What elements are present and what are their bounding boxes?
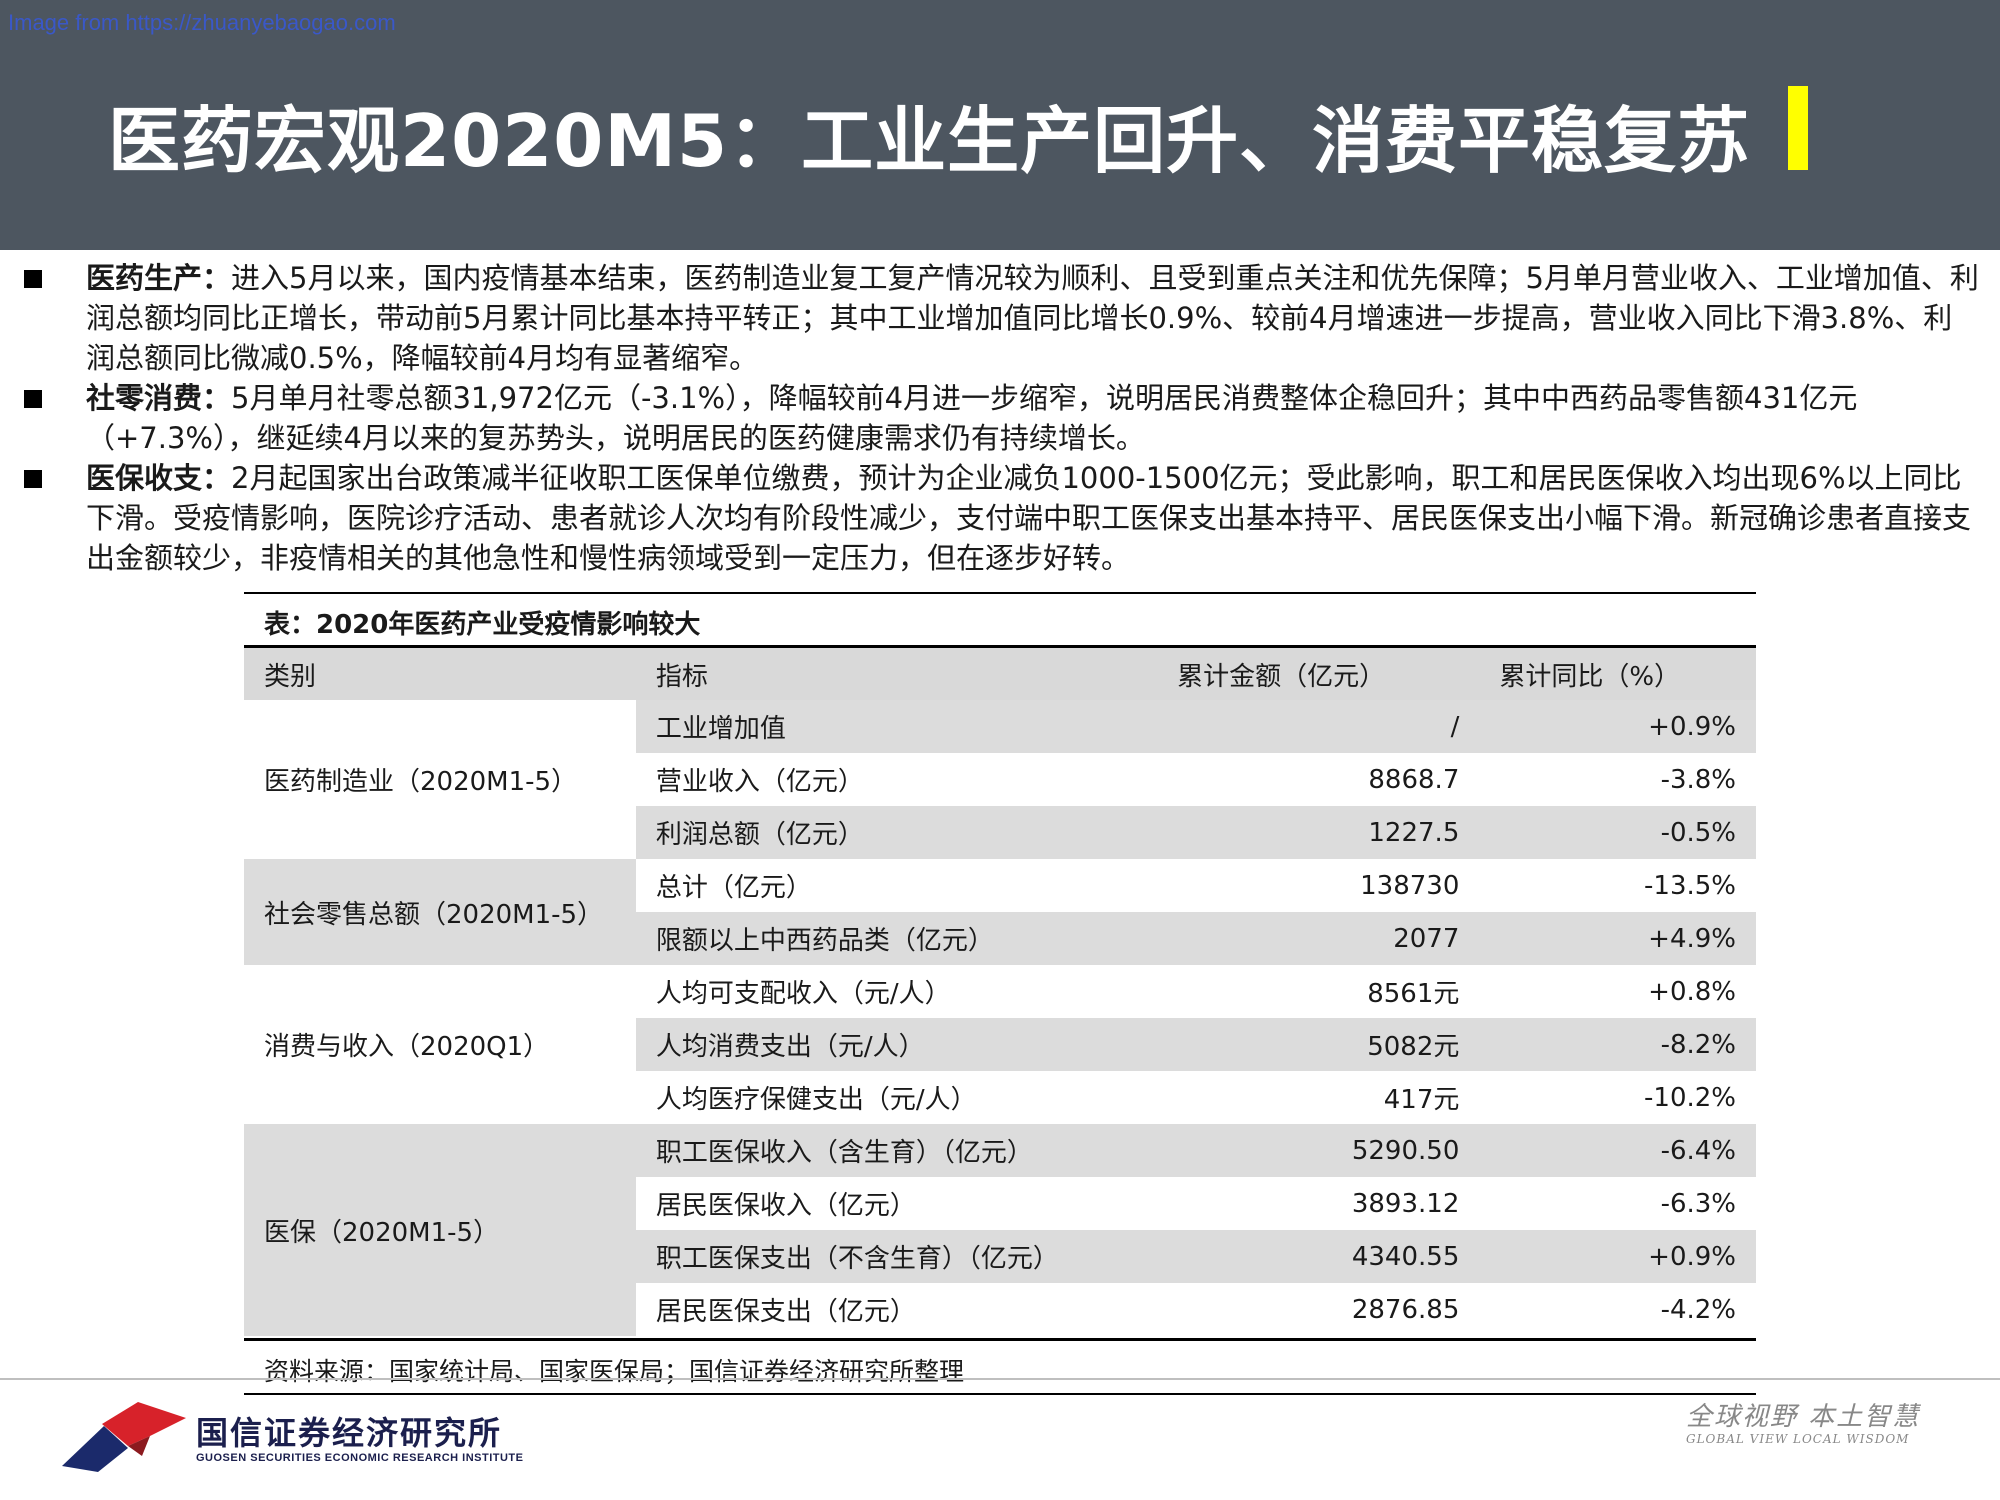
table-row: 居民医保支出（亿元） 2876.85 -4.2% [244,1283,1756,1336]
amount-cell: 138730 [1157,859,1480,912]
watermark-link[interactable]: Image from https://zhuanyebaogao.com [8,10,396,35]
category-cell: 社会零售总额（2020M1-5） [244,859,636,965]
table-row: 医保（2020M1-5） 职工医保收入（含生育）（亿元） 5290.50 -6.… [244,1124,1756,1336]
table-row: 人均医疗保健支出（元/人） 417元 -10.2% [244,1071,1756,1124]
yoy-cell: -10.2% [1479,1071,1756,1124]
table-header-row: 类别 指标 累计金额（亿元） 累计同比（%） [244,648,1756,700]
amount-cell: / [1157,700,1480,753]
yoy-cell: -8.2% [1479,1018,1756,1071]
amount-cell: 2077 [1157,912,1480,965]
yoy-cell: -0.5% [1479,806,1756,859]
category-cell: 消费与收入（2020Q1） [244,965,636,1124]
indicator-cell: 利润总额（亿元） [635,806,1158,859]
yoy-cell: +0.9% [1479,700,1756,753]
category-cell: 医保（2020M1-5） [244,1124,636,1336]
category-cell: 医药制造业（2020M1-5） [244,700,636,859]
yoy-cell: +4.9% [1479,912,1756,965]
bullet-production: 医药生产：进入5月以来，国内疫情基本结束，医药制造业复工复产情况较为顺利、且受到… [20,258,1980,378]
indicator-cell: 职工医保收入（含生育）（亿元） [635,1124,1158,1177]
amount-cell: 5290.50 [1157,1124,1480,1177]
bullet-square-icon [24,390,42,408]
yoy-cell: -6.4% [1479,1124,1756,1177]
header-yoy: 累计同比（%） [1479,648,1756,700]
table-row: 消费与收入（2020Q1） 人均可支配收入（元/人） 8561元 +0.8% [244,965,1756,1124]
bullet-square-icon [24,470,42,488]
table-bottom-rule [244,1338,1756,1341]
bullet-label: 社零消费： [86,381,232,415]
header-indicator: 指标 [635,648,1158,700]
table-row: 限额以上中西药品类（亿元） 2077 +4.9% [244,912,1756,965]
title-banner: Image from https://zhuanyebaogao.com 医药宏… [0,0,2000,250]
bullet-insurance: 医保收支：2月起国家出台政策减半征收职工医保单位缴费，预计为企业减负1000-1… [20,458,1980,578]
amount-cell: 417元 [1157,1071,1480,1124]
yoy-cell: +0.9% [1479,1230,1756,1283]
indicator-cell: 工业增加值 [635,700,1158,753]
table-row: 社会零售总额（2020M1-5） 总计（亿元） 138730 -13.5% [244,859,1756,965]
table-caption: 表：2020年医药产业受疫情影响较大 [264,610,701,640]
bullet-text: 5月单月社零总额31,972亿元（-3.1%），降幅较前4月进一步缩窄，说明居民… [86,381,1858,455]
indicator-cell: 人均消费支出（元/人） [635,1018,1158,1071]
table-row: 营业收入（亿元） 8868.7 -3.8% [244,753,1756,806]
table-row: 人均消费支出（元/人） 5082元 -8.2% [244,1018,1756,1071]
table-row: 居民医保收入（亿元） 3893.12 -6.3% [244,1177,1756,1230]
amount-cell: 8868.7 [1157,753,1480,806]
header-category: 类别 [244,648,636,700]
yoy-cell: -13.5% [1479,859,1756,912]
indicator-cell: 人均可支配收入（元/人） [635,965,1158,1018]
yoy-cell: +0.8% [1479,965,1756,1018]
yoy-cell: -4.2% [1479,1283,1756,1336]
table-row: 医药制造业（2020M1-5） 工业增加值 / +0.9% [244,700,1756,859]
indicator-cell: 营业收入（亿元） [635,753,1158,806]
amount-cell: 1227.5 [1157,806,1480,859]
bullet-text: 进入5月以来，国内疫情基本结束，医药制造业复工复产情况较为顺利、且受到重点关注和… [86,261,1979,375]
bullet-label: 医药生产： [86,261,232,295]
indicator-cell: 总计（亿元） [635,859,1158,912]
bullet-text: 2月起国家出台政策减半征收职工医保单位缴费，预计为企业减负1000-1500亿元… [86,461,1972,575]
table-row: 职工医保支出（不含生育）（亿元） 4340.55 +0.9% [244,1230,1756,1283]
slogan-en: GLOBAL VIEW LOCAL WISDOM [1686,1432,1910,1446]
table-header-rule [244,645,1756,648]
source-rule [244,1393,1756,1395]
guosen-logo-icon [58,1396,188,1480]
indicator-cell: 居民医保收入（亿元） [635,1177,1158,1230]
logo-text-en: GUOSEN SECURITIES ECONOMIC RESEARCH INST… [196,1452,524,1464]
amount-cell: 2876.85 [1157,1283,1480,1336]
header-amount: 累计金额（亿元） [1157,648,1480,700]
title-accent-bar [1788,86,1808,170]
yoy-cell: -3.8% [1479,753,1756,806]
table-source-note: 资料来源：国家统计局、国家医保局；国信证券经济研究所整理 [264,1357,965,1386]
indicator-cell: 限额以上中西药品类（亿元） [635,912,1158,965]
logo-text-cn: 国信证券经济研究所 [196,1414,503,1452]
data-table: 类别 指标 累计金额（亿元） 累计同比（%） 医药制造业（2020M1-5） 工… [244,648,1756,1336]
slogan-cn: 全球视野 本土智慧 [1686,1402,1921,1432]
yoy-cell: -6.3% [1479,1177,1756,1230]
bullet-list: 医药生产：进入5月以来，国内疫情基本结束，医药制造业复工复产情况较为顺利、且受到… [20,258,1980,578]
amount-cell: 5082元 [1157,1018,1480,1071]
bullet-square-icon [24,270,42,288]
amount-cell: 4340.55 [1157,1230,1480,1283]
bullet-consumption: 社零消费：5月单月社零总额31,972亿元（-3.1%），降幅较前4月进一步缩窄… [20,378,1980,458]
table-top-rule [244,592,1756,594]
table-row: 利润总额（亿元） 1227.5 -0.5% [244,806,1756,859]
indicator-cell: 职工医保支出（不含生育）（亿元） [635,1230,1158,1283]
footer-divider [0,1378,2000,1380]
page-title: 医药宏观2020M5：工业生产回升、消费平稳复苏 [108,99,1751,183]
indicator-cell: 居民医保支出（亿元） [635,1283,1158,1336]
amount-cell: 3893.12 [1157,1177,1480,1230]
indicator-cell: 人均医疗保健支出（元/人） [635,1071,1158,1124]
amount-cell: 8561元 [1157,965,1480,1018]
bullet-label: 医保收支： [86,461,232,495]
